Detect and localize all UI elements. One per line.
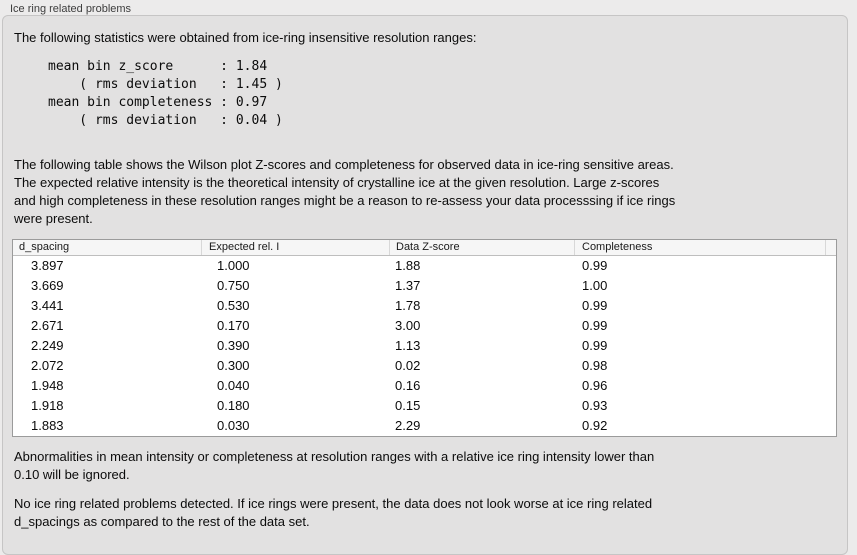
cell-completeness: 0.92 <box>582 418 608 433</box>
stats-line: ( rms deviation : 1.45 ) <box>48 77 283 92</box>
cell-expected-rel-i: 0.180 <box>217 398 250 413</box>
cell-d-spacing: 3.897 <box>31 258 64 273</box>
table-row[interactable]: 1.948 0.040 0.16 0.96 <box>13 376 836 396</box>
intro-text: The following statistics were obtained f… <box>14 30 477 45</box>
table-header-row: d_spacing Expected rel. I Data Z-score C… <box>13 240 836 256</box>
cell-data-z-score: 0.15 <box>395 398 421 413</box>
description-line: were present. <box>14 211 93 226</box>
cell-completeness: 0.99 <box>582 298 608 313</box>
cell-d-spacing: 2.671 <box>31 318 64 333</box>
conclusion-line: d_spacings as compared to the rest of th… <box>14 514 310 529</box>
table-row[interactable]: 3.441 0.530 1.78 0.99 <box>13 296 836 316</box>
table-row[interactable]: 2.072 0.300 0.02 0.98 <box>13 356 836 376</box>
conclusion-text: No ice ring related problems detected. I… <box>14 495 652 531</box>
ignore-note-line: Abnormalities in mean intensity or compl… <box>14 449 655 464</box>
cell-completeness: 0.99 <box>582 258 608 273</box>
cell-d-spacing: 1.948 <box>31 378 64 393</box>
ignore-note: Abnormalities in mean intensity or compl… <box>14 448 654 484</box>
cell-data-z-score: 1.37 <box>395 278 421 293</box>
cell-completeness: 0.98 <box>582 358 608 373</box>
cell-completeness: 0.99 <box>582 318 608 333</box>
cell-completeness: 0.93 <box>582 398 608 413</box>
description-line: The following table shows the Wilson plo… <box>14 157 674 172</box>
cell-completeness: 0.99 <box>582 338 608 353</box>
table-row[interactable]: 3.669 0.750 1.37 1.00 <box>13 276 836 296</box>
cell-expected-rel-i: 0.390 <box>217 338 250 353</box>
cell-completeness: 1.00 <box>582 278 608 293</box>
description-line: The expected relative intensity is the t… <box>14 175 660 190</box>
cell-d-spacing: 1.918 <box>31 398 64 413</box>
cell-expected-rel-i: 1.000 <box>217 258 250 273</box>
ice-ring-table[interactable]: d_spacing Expected rel. I Data Z-score C… <box>12 239 837 437</box>
cell-d-spacing: 3.441 <box>31 298 64 313</box>
cell-data-z-score: 3.00 <box>395 318 421 333</box>
stats-line: mean bin z_score : 1.84 <box>48 59 268 74</box>
table-column-header[interactable]: Completeness <box>574 240 825 255</box>
cell-expected-rel-i: 0.300 <box>217 358 250 373</box>
table-column-header[interactable]: d_spacing <box>19 241 70 253</box>
table-column-header[interactable]: Expected rel. I <box>201 240 389 255</box>
stats-line: ( rms deviation : 0.04 ) <box>48 113 283 128</box>
cell-expected-rel-i: 0.030 <box>217 418 250 433</box>
table-row[interactable]: 1.918 0.180 0.15 0.93 <box>13 396 836 416</box>
cell-expected-rel-i: 0.040 <box>217 378 250 393</box>
cell-d-spacing: 2.072 <box>31 358 64 373</box>
ice-ring-panel: The following statistics were obtained f… <box>2 15 848 555</box>
cell-completeness: 0.96 <box>582 378 608 393</box>
cell-data-z-score: 1.13 <box>395 338 421 353</box>
cell-d-spacing: 1.883 <box>31 418 64 433</box>
section-title: Ice ring related problems <box>10 3 132 15</box>
cell-data-z-score: 1.78 <box>395 298 421 313</box>
cell-data-z-score: 0.16 <box>395 378 421 393</box>
ignore-note-line: 0.10 will be ignored. <box>14 467 130 482</box>
cell-data-z-score: 1.88 <box>395 258 421 273</box>
table-description: The following table shows the Wilson plo… <box>14 156 675 228</box>
cell-expected-rel-i: 0.170 <box>217 318 250 333</box>
table-row[interactable]: 3.897 1.000 1.88 0.99 <box>13 256 836 276</box>
table-column-header[interactable] <box>825 240 836 255</box>
cell-expected-rel-i: 0.750 <box>217 278 250 293</box>
stats-line: mean bin completeness : 0.97 <box>48 95 268 110</box>
table-body: 3.897 1.000 1.88 0.99 3.669 0.750 1.37 1… <box>13 256 836 436</box>
cell-d-spacing: 2.249 <box>31 338 64 353</box>
cell-expected-rel-i: 0.530 <box>217 298 250 313</box>
cell-data-z-score: 2.29 <box>395 418 421 433</box>
stats-block: mean bin z_score : 1.84 ( rms deviation … <box>48 58 283 130</box>
cell-d-spacing: 3.669 <box>31 278 64 293</box>
conclusion-line: No ice ring related problems detected. I… <box>14 496 653 511</box>
cell-data-z-score: 0.02 <box>395 358 421 373</box>
description-line: and high completeness in these resolutio… <box>14 193 676 208</box>
table-row[interactable]: 1.883 0.030 2.29 0.92 <box>13 416 836 436</box>
table-row[interactable]: 2.671 0.170 3.00 0.99 <box>13 316 836 336</box>
table-column-header[interactable]: Data Z-score <box>389 240 574 255</box>
table-row[interactable]: 2.249 0.390 1.13 0.99 <box>13 336 836 356</box>
